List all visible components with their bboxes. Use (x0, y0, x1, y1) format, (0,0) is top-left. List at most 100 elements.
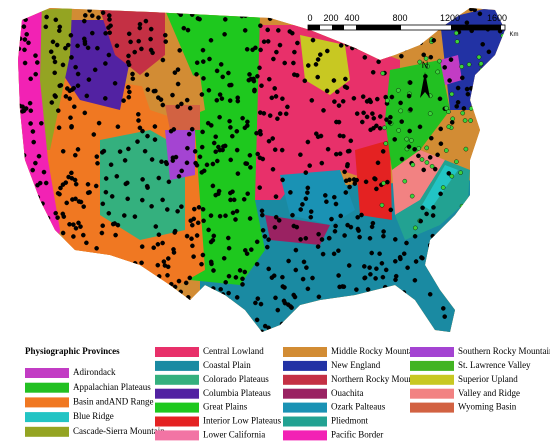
site-dot (354, 111, 360, 116)
site-dot (29, 224, 34, 230)
site-dot (432, 241, 438, 247)
site-dot (473, 288, 479, 294)
site-dot (347, 184, 352, 190)
site-dot (379, 9, 385, 15)
site-dot (219, 96, 225, 101)
legend-label: Cascade-Sierra Mountain (73, 426, 165, 436)
site-dot (69, 124, 74, 129)
legend-swatch (410, 402, 454, 413)
site-dot (63, 45, 68, 51)
site-dot (300, 202, 305, 207)
site-dot (429, 163, 435, 169)
scale-label: 1600 (487, 13, 507, 23)
site-dot (225, 297, 231, 303)
site-dot (333, 309, 339, 315)
site-dot (52, 70, 58, 76)
legend-swatch (283, 374, 327, 385)
site-dot (196, 204, 202, 210)
site-dot (384, 117, 389, 122)
site-dot (431, 205, 436, 210)
site-dot (136, 38, 141, 44)
site-dot (413, 259, 419, 264)
site-dot (342, 169, 347, 175)
site-dot (164, 311, 169, 316)
site-dot (71, 85, 76, 91)
site-dot (201, 76, 206, 81)
site-dot (343, 38, 349, 44)
site-dot (217, 147, 223, 153)
site-dot (76, 275, 81, 281)
site-dot (85, 190, 91, 196)
site-dot (338, 213, 344, 219)
site-dot (389, 94, 395, 100)
site-dot (163, 159, 169, 165)
site-dot (114, 173, 120, 179)
site-dot (336, 273, 341, 278)
site-dot (161, 259, 167, 264)
site-dot (57, 83, 63, 89)
site-dot (459, 64, 465, 69)
site-dot (222, 32, 227, 37)
site-dot (460, 259, 465, 265)
site-dot (383, 141, 389, 146)
site-dot (255, 296, 261, 301)
site-dot (453, 217, 459, 222)
site-dot (365, 287, 371, 292)
site-dot (404, 331, 410, 332)
site-dot (503, 322, 505, 327)
site-dot (109, 194, 115, 199)
site-dot (242, 269, 248, 275)
site-dot (417, 124, 423, 130)
site-dot (404, 136, 410, 142)
site-dot (81, 263, 87, 269)
site-dot (394, 309, 400, 315)
site-dot (300, 276, 306, 282)
site-dot (390, 308, 395, 314)
site-dot (267, 331, 273, 332)
site-dot (214, 68, 220, 74)
site-dot (421, 167, 427, 173)
site-dot (300, 16, 305, 21)
site-dot (453, 255, 459, 261)
site-dot (75, 43, 80, 49)
site-dot (461, 248, 467, 254)
site-dot (48, 49, 54, 55)
site-dot (142, 311, 147, 317)
site-dot (18, 172, 23, 178)
site-dot (379, 260, 385, 266)
site-dot (266, 237, 271, 242)
site-dot (74, 263, 80, 269)
province-region (265, 215, 330, 245)
site-dot (438, 126, 444, 132)
site-dot (30, 129, 36, 134)
site-dot (316, 231, 321, 237)
site-dot (206, 288, 212, 294)
site-dot (302, 78, 308, 84)
site-dot (331, 194, 337, 200)
site-dot (348, 224, 354, 230)
province-region (100, 130, 185, 240)
site-dot (368, 271, 373, 277)
site-dot (416, 153, 421, 159)
legend-swatch (283, 388, 327, 399)
site-dot (234, 128, 240, 134)
site-dot (468, 196, 474, 202)
site-dot (223, 279, 228, 285)
scale-label: 200 (323, 13, 338, 23)
site-dot (240, 276, 245, 282)
site-dot (139, 244, 145, 249)
site-dot (241, 196, 247, 202)
site-dot (22, 47, 27, 53)
site-dot (474, 255, 480, 261)
site-dot (305, 139, 311, 145)
site-dot (85, 181, 91, 187)
site-dot (179, 168, 184, 174)
site-dot (271, 56, 276, 62)
site-dot (442, 314, 448, 319)
site-dot (258, 23, 263, 29)
site-dot (384, 98, 390, 103)
site-dot (329, 216, 334, 222)
site-dot (239, 13, 245, 19)
site-dot (72, 287, 77, 293)
